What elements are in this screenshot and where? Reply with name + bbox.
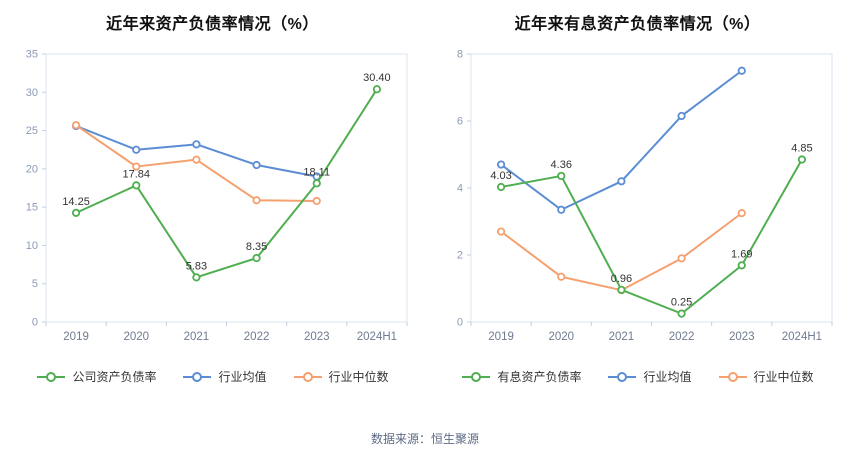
chart-plot-debt-ratio: 0 5 10 15 20 25 30 35 2019 2020 2021 2022 2023 2024H1…	[0, 38, 425, 360]
data-point-label: 0.96	[611, 273, 632, 285]
y-axis-tick-label: 0	[32, 317, 38, 329]
legend-line-marker-icon	[37, 371, 66, 382]
legend-label: 行业中位数	[328, 370, 389, 384]
chart-title-debt-ratio: 近年来资产负债率情况（%）	[106, 16, 319, 33]
data-point-label: 18.11	[303, 166, 330, 178]
legend-item: 行业中位数	[718, 368, 814, 385]
x-axis-tick-label: 2022	[669, 331, 695, 343]
y-axis-tick-label: 35	[26, 49, 38, 61]
data-point-label: 8.35	[246, 241, 267, 253]
legend-label: 有息资产负债率	[497, 370, 582, 384]
x-axis-tick-label: 2024H1	[782, 331, 822, 343]
legend-label: 公司资产负债率	[72, 370, 157, 384]
legend-label: 行业均值	[218, 370, 267, 384]
data-point-label: 4.36	[551, 159, 572, 171]
data-point-label: 4.85	[791, 143, 812, 155]
x-axis-tick-label: 2020	[123, 331, 149, 343]
chart-interest-bearing-debt-ratio: 近年来有息资产负债率情况（%） 0 2 4 6 8 2019 2020 2021 2022 202…	[425, 0, 850, 385]
data-point-label: 30.40	[363, 72, 391, 84]
x-axis-tick-label: 2020	[548, 331, 574, 343]
x-axis-tick-label: 2021	[609, 331, 635, 343]
legend-item: 行业均值	[182, 368, 267, 385]
chart-title-interest-bearing: 近年来有息资产负债率情况（%）	[514, 16, 761, 33]
data-point-label: 5.83	[186, 260, 207, 272]
chart-legend-interest-bearing: 有息资产负债率 行业均值 行业中位数	[461, 368, 814, 385]
legend-line-marker-icon	[718, 371, 747, 382]
x-axis-tick-label: 2024H1	[357, 331, 397, 343]
data-source-text: 数据来源：恒生聚源	[370, 432, 479, 446]
x-axis-tick-label: 2022	[244, 331, 270, 343]
y-axis-tick-label: 2	[457, 250, 463, 262]
chart-plot-interest-bearing: 0 2 4 6 8 2019 2020 2021 2022 2023 2024H1 4.03 4.36 0…	[425, 38, 850, 360]
y-axis-tick-label: 15	[26, 202, 38, 214]
series-0	[496, 155, 807, 318]
y-axis-tick-label: 8	[457, 49, 463, 61]
line-chart-svg: 0 5 10 15 20 25 30 35 2019 2020 2021 2022 2023 2024H1…	[26, 49, 408, 343]
series-0	[71, 85, 382, 282]
legend-label: 行业均值	[643, 370, 692, 384]
x-axis-tick-label: 2023	[729, 331, 755, 343]
y-axis-tick-label: 10	[26, 240, 38, 252]
chart-legend-debt-ratio: 公司资产负债率 行业均值 行业中位数	[36, 368, 389, 385]
legend-label: 行业中位数	[753, 370, 814, 384]
x-axis-tick-label: 2019	[63, 331, 89, 343]
charts-row: 近年来资产负债率情况（%） 0 5 10 15 20 25 30 35 2019 2020 2021…	[0, 0, 850, 385]
y-axis-tick-label: 30	[26, 87, 38, 99]
data-point-label: 14.25	[62, 196, 90, 208]
legend-item: 公司资产负债率	[36, 368, 156, 385]
series-1	[71, 121, 321, 181]
data-point-label: 1.69	[731, 248, 752, 260]
legend-line-marker-icon	[293, 371, 322, 382]
data-point-label: 0.25	[671, 297, 692, 309]
legend-item: 行业均值	[607, 368, 692, 385]
legend-line-marker-icon	[608, 371, 637, 382]
y-axis-tick-label: 4	[457, 183, 463, 195]
line-chart-svg: 0 2 4 6 8 2019 2020 2021 2022 2023 2024H1 4.03 4.36 0…	[457, 49, 833, 343]
data-point-label: 17.84	[122, 168, 150, 180]
legend-line-marker-icon	[183, 371, 212, 382]
chart-debt-ratio: 近年来资产负债率情况（%） 0 5 10 15 20 25 30 35 2019 2020 2021…	[0, 0, 425, 385]
series-2	[71, 121, 321, 206]
series-1	[496, 66, 746, 214]
legend-item: 有息资产负债率	[461, 368, 581, 385]
y-axis-tick-label: 25	[26, 125, 38, 137]
legend-item: 行业中位数	[293, 368, 389, 385]
y-axis-tick-label: 0	[457, 317, 463, 329]
x-axis-tick-label: 2023	[304, 331, 330, 343]
x-axis-tick-label: 2021	[184, 331, 210, 343]
y-axis-tick-label: 6	[457, 116, 463, 128]
x-axis-tick-label: 2019	[488, 331, 514, 343]
y-axis-tick-label: 5	[32, 278, 38, 290]
y-axis-tick-label: 20	[26, 163, 38, 175]
data-point-label: 4.03	[490, 170, 511, 182]
legend-line-marker-icon	[462, 371, 491, 382]
